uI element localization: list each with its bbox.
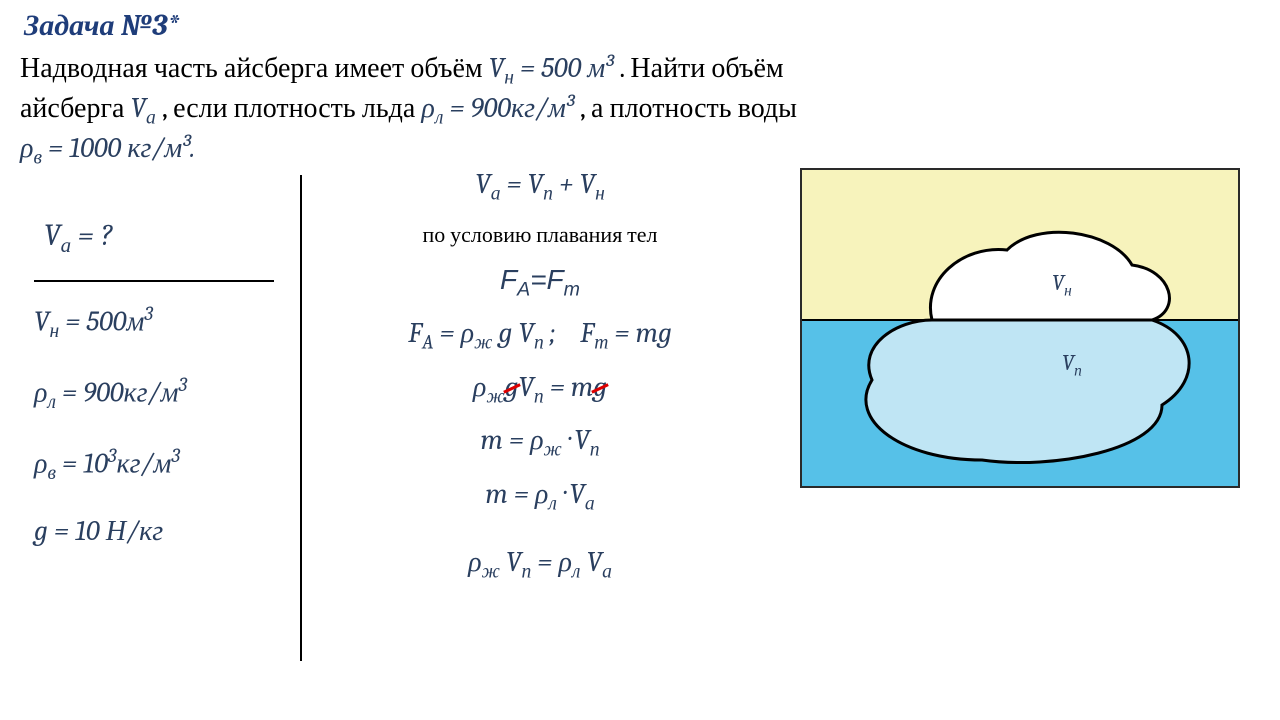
given-rhov: ρв = 103кг/м3 [34,444,294,485]
eq-va: Vа = Vп + Vн [320,168,760,206]
val-rhol: = 900кг/м³ [450,92,574,124]
eq-forces: FA=Fт [320,264,760,302]
eq-m1: m = ρж · Vп [320,424,760,462]
ice-below [866,320,1189,463]
text: , а плотность воды [580,92,797,124]
text: Надводная часть айсберга имеет объём [20,52,489,84]
sym-rhol: ρл [421,92,443,124]
label-vn: Vн [1052,270,1072,300]
val-vn: 500 м³ [541,52,613,84]
buoyancy-caption: по условию плавания тел [320,222,760,248]
text: . Найти объём [619,52,783,84]
given-rhol: ρл = 900кг/м3 [34,373,294,414]
sym-va: Vа [131,92,156,124]
iceberg-diagram: Vн Vп [800,168,1240,488]
eq: = [520,52,541,84]
label-vp: Vп [1062,350,1082,380]
given-block: Vа = ? Vн = 500м3 ρл = 900кг/м3 ρв = 103… [34,210,294,578]
eq-fa-ft: FA = ρж g Vп ; Fт = mg [320,317,760,355]
eq-m2: m = ρл · Vа [320,478,760,516]
given-vn: Vн = 500м3 [34,302,294,343]
iceberg-shape [802,170,1240,488]
text: , если плотность льда [162,92,421,124]
val-rhov: = 1000 кг/м³. [48,132,195,164]
sym-vn: Vн [489,52,514,84]
problem-title: Задача №3* [24,8,180,43]
given-divider [34,280,274,282]
derivation: Vа = Vп + Vн по условию плавания тел FA=… [320,168,760,599]
eq-final: ρж Vп = ρл Vа [320,546,760,584]
problem-statement: Надводная часть айсберга имеет объём Vн … [20,50,1250,170]
eq-cancel-g: ρжgVп = mg [320,371,760,409]
unknown: Vа = ? [34,210,294,280]
text: айсберга [20,92,131,124]
sym-rhov: ρв [20,132,42,164]
vertical-divider [300,175,302,661]
ice-above [930,232,1169,320]
given-g: g = 10 Н/кг [34,515,294,548]
